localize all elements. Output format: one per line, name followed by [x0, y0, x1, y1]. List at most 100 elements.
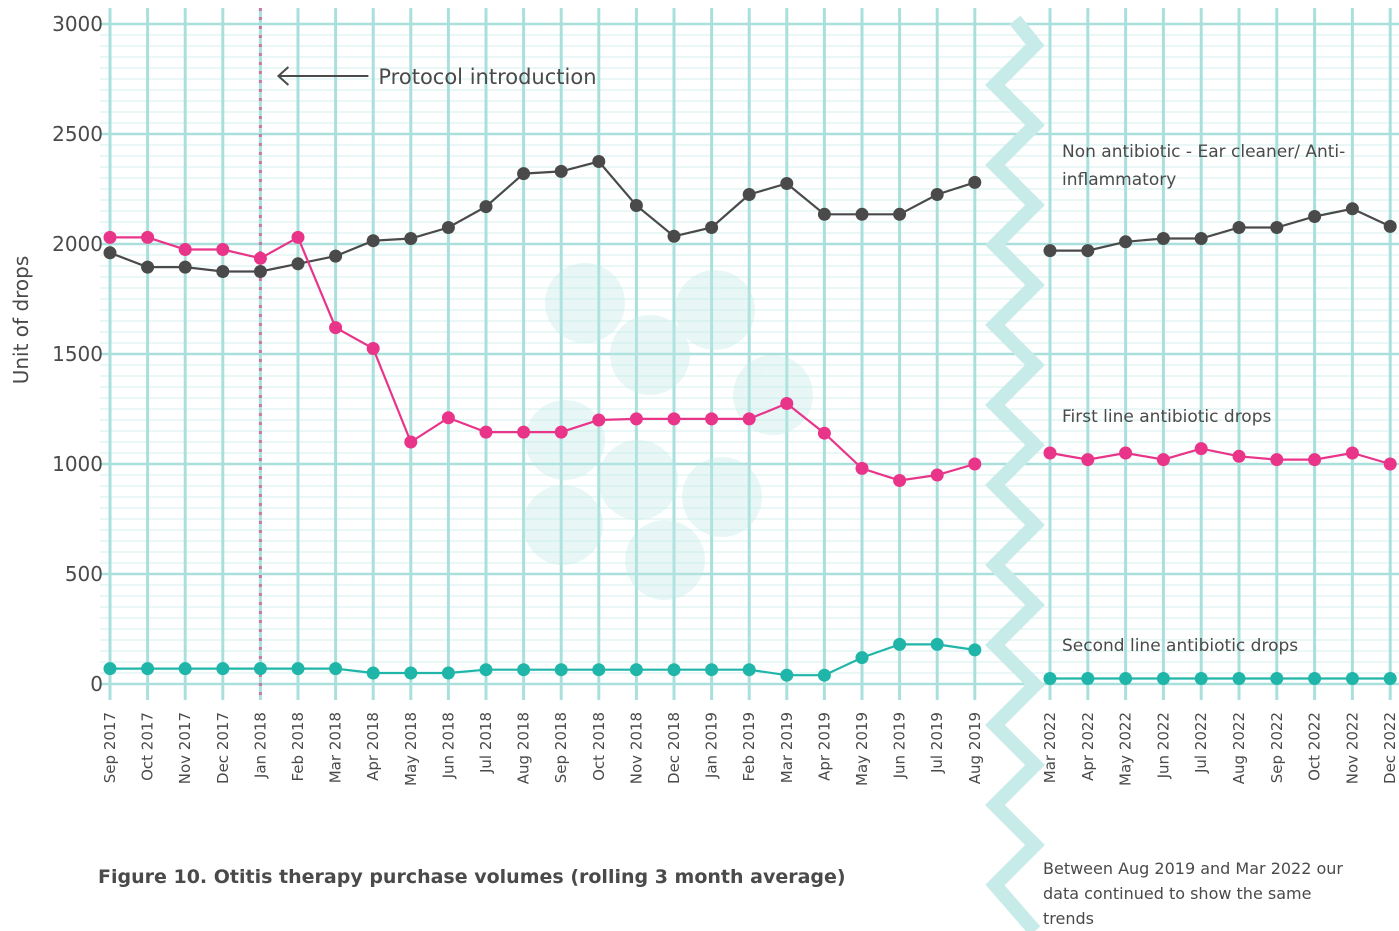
data-point [968, 175, 982, 189]
data-point [366, 234, 380, 248]
decoration [523, 485, 603, 565]
data-point [178, 662, 192, 676]
data-point [592, 663, 606, 677]
data-point [479, 425, 493, 439]
y-tick-label: 1500 [52, 342, 103, 366]
data-point [817, 426, 831, 440]
data-point [216, 265, 230, 278]
data-point [517, 425, 531, 439]
data-point [629, 663, 643, 677]
data-point [441, 666, 455, 680]
x-tick-label: Feb 2018 [289, 712, 307, 782]
x-tick-label: Nov 2022 [1343, 712, 1361, 784]
data-point [178, 243, 192, 256]
data-point [291, 662, 305, 676]
data-point [103, 246, 117, 260]
data-point [1156, 232, 1170, 245]
data-point [441, 221, 455, 234]
x-tick-label: Dec 2022 [1381, 712, 1399, 784]
data-point [1383, 219, 1397, 233]
data-point [1043, 446, 1057, 460]
legend-label: First line antibiotic drops [1062, 407, 1272, 427]
data-point [554, 663, 568, 677]
x-tick-label: Jun 2019 [891, 712, 909, 779]
x-tick-label: Jun 2022 [1154, 712, 1172, 779]
data-point [1194, 442, 1208, 456]
x-tick-label: Sep 2018 [552, 712, 570, 783]
data-point [329, 249, 343, 263]
x-tick-label: May 2018 [402, 712, 420, 786]
data-point [742, 412, 756, 426]
data-point [1270, 672, 1284, 685]
x-tick-label: Nov 2017 [176, 712, 194, 784]
y-tick-label: 1000 [52, 452, 103, 476]
data-point [592, 413, 606, 427]
y-tick-label: 2000 [52, 232, 103, 256]
x-tick-label: Apr 2019 [815, 712, 833, 781]
data-point [1119, 672, 1133, 685]
data-point [1270, 453, 1284, 467]
decoration [525, 400, 605, 480]
x-tick-label: Apr 2018 [364, 712, 382, 781]
data-point [1081, 453, 1095, 467]
data-point [366, 666, 380, 680]
x-tick-label: Dec 2017 [214, 712, 232, 784]
data-point [1345, 672, 1359, 685]
x-tick-label: Sep 2017 [101, 712, 119, 783]
data-point [141, 662, 155, 676]
data-point [103, 230, 117, 244]
data-point [554, 425, 568, 439]
x-tick-label: Aug 2019 [966, 712, 984, 784]
data-point [216, 662, 230, 676]
data-point [1383, 457, 1397, 471]
data-point [253, 662, 267, 676]
data-point [855, 207, 869, 221]
x-tick-label: Jan 2018 [251, 712, 269, 779]
y-tick-label: 2500 [52, 122, 103, 146]
x-tick-label: Apr 2022 [1079, 712, 1097, 781]
data-point [253, 251, 267, 265]
data-point [742, 663, 756, 677]
data-point [705, 221, 719, 234]
data-point [1156, 453, 1170, 467]
data-point [893, 637, 907, 651]
x-tick-label: Jul 2018 [477, 712, 495, 774]
data-point [1156, 672, 1170, 685]
decoration [675, 270, 755, 350]
data-point [1194, 672, 1208, 685]
data-point [817, 207, 831, 221]
data-point [1081, 672, 1095, 685]
data-point [1194, 232, 1208, 245]
x-tick-label: Jul 2019 [928, 712, 946, 774]
data-point [705, 663, 719, 677]
data-point [629, 412, 643, 426]
x-tick-label: Oct 2017 [139, 712, 157, 781]
data-point [1081, 244, 1095, 258]
x-tick-label: Nov 2018 [627, 712, 645, 784]
x-tick-label: May 2022 [1117, 712, 1135, 786]
data-point [780, 397, 794, 410]
data-point [441, 411, 455, 425]
decoration [610, 315, 690, 395]
x-tick-label: Jul 2022 [1192, 712, 1210, 774]
decoration [545, 263, 625, 343]
y-tick-label: 0 [90, 672, 103, 696]
data-point [1308, 453, 1322, 467]
data-point [1345, 446, 1359, 460]
data-point [968, 457, 982, 471]
data-point [1383, 672, 1397, 685]
legend-label: Non antibiotic - Ear cleaner/ Anti-infla… [1062, 142, 1346, 190]
data-point [780, 668, 794, 682]
data-point [404, 666, 418, 680]
data-point [855, 651, 869, 665]
data-point [404, 435, 418, 449]
series-line [1049, 447, 1391, 466]
data-point [1119, 446, 1133, 460]
data-point [554, 164, 568, 178]
data-point [517, 663, 531, 677]
data-point [178, 260, 192, 274]
plot: 0 500 1000 1500 2000 2500 3000 Sep 2017 Oct 2017… [52, 8, 1399, 786]
data-point [1043, 672, 1057, 685]
